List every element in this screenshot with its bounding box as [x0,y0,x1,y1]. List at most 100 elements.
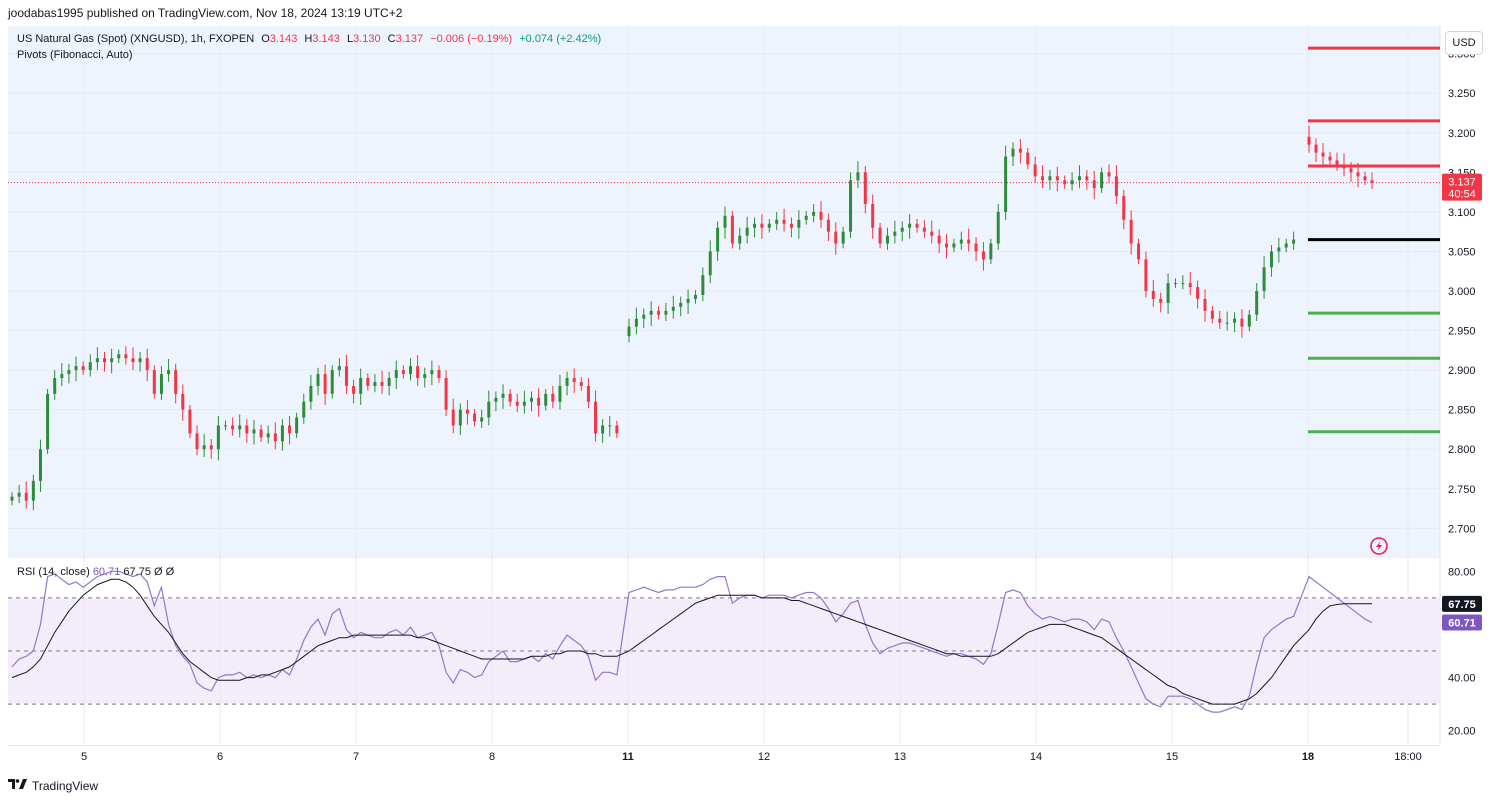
rsi-y-tick-label: 80.00 [1448,566,1476,578]
candle-body [487,401,491,418]
candle-body [723,215,727,228]
x-tick-label: 13 [894,751,906,763]
candle-body [1356,172,1360,177]
candle-body [671,306,675,311]
y-tick-label: 2.800 [1448,444,1476,456]
candle-body [937,235,941,244]
candle-body [537,397,541,406]
x-tick-label: 15 [1166,751,1178,763]
candle-body [437,370,441,379]
candle-body [1092,180,1096,189]
candle-body [1041,176,1045,181]
candle-body [195,433,199,450]
candle-body [1321,152,1325,157]
candle-body [849,180,853,232]
candle-body [522,401,526,406]
candle-body [124,354,128,359]
rsi-band [8,597,1440,705]
rsi-ma-line [11,578,1372,705]
candle-body [231,425,235,430]
candle-body [74,366,78,371]
y-tick-label: 2.900 [1448,365,1476,377]
candle-body [60,374,64,379]
candle-body [1292,239,1296,244]
candle-body [416,366,420,379]
rsi-badge [1442,614,1482,631]
candle-body [1262,267,1266,291]
candle-body [1173,283,1177,285]
candle-body [1363,176,1367,181]
rsi-y-tick-label: 40.00 [1448,673,1476,685]
currency-button[interactable]: USD [1445,31,1483,55]
candle-body [1144,259,1148,291]
candle-body [586,385,590,402]
candle-body [1063,180,1067,185]
candle-body [216,425,220,450]
candle-body [693,294,697,299]
candle-body [515,401,519,406]
candle-body [1129,219,1133,244]
rsi-legend[interactable]: RSI (14, close) 60.71 67.75 Ø Ø [17,566,174,578]
symbol-legend[interactable]: US Natural Gas (Spot) (XNGUSD), 1h, FXOP… [17,33,601,45]
candle-body [330,370,334,394]
candle-body [878,227,882,244]
candle-body [394,370,398,379]
brand-footer[interactable]: TradingView [8,778,98,793]
candle-body [67,370,71,375]
candle-body [373,381,377,386]
candle-body [1269,251,1273,268]
candle-body [380,381,384,386]
candle-body [46,393,50,450]
candle-body [295,417,299,434]
candle-body [1048,176,1052,181]
candle-body [245,425,249,434]
rsi-ma-value: 67.75 [123,566,151,578]
candle-body [473,413,477,422]
candle-body [819,211,823,220]
candle-body [1307,136,1311,145]
candle-body [131,358,135,363]
candle-body [558,385,562,402]
candle-body [1188,283,1192,288]
candle-body [323,374,327,394]
candle-body [1122,196,1126,220]
candle-body [753,223,757,228]
open-value: 3.143 [269,33,298,45]
candle-body [81,366,85,371]
candle-body [594,401,598,434]
y-tick-label: 2.950 [1448,326,1476,338]
candle-body [974,243,978,252]
candle-body [273,433,277,442]
rsi-line [11,570,1373,713]
x-tick-label: 6 [217,751,223,763]
candle-body [1011,148,1015,157]
rsi-extra-1: Ø [154,566,163,578]
candle-body [686,298,690,303]
candle-body [1233,318,1237,323]
x-tick-label: 18:00 [1394,751,1422,763]
rsi-ma-badge [1442,595,1482,612]
candle-body [959,239,963,244]
candle-body [804,215,808,220]
pivots-legend[interactable]: Pivots (Fibonacci, Auto) [17,49,133,61]
time-axis[interactable]: 5 6 7 8 11 12 13 14 15 18 18:00 [81,751,1422,763]
candle-body [996,211,1000,244]
candle-body [1055,176,1059,181]
candle-body [352,385,356,394]
y-tick-label: 3.200 [1448,128,1476,140]
candle-body [451,409,455,426]
candle-body [1196,287,1200,299]
lightning-icon[interactable] [1370,537,1388,555]
candle-body [863,172,867,204]
candle-body [716,227,720,252]
candle-body [1107,172,1111,177]
candle-body [138,358,142,363]
price-axis[interactable]: 3.3003.2503.2003.1503.1003.0503.0002.950… [1448,49,1476,738]
candle-body [930,231,934,236]
candle-body [679,302,683,307]
candle-body [302,401,306,418]
candle-body [856,172,860,181]
change-value-2: +0.074 (+2.42%) [519,33,602,45]
candle-body [649,310,653,315]
